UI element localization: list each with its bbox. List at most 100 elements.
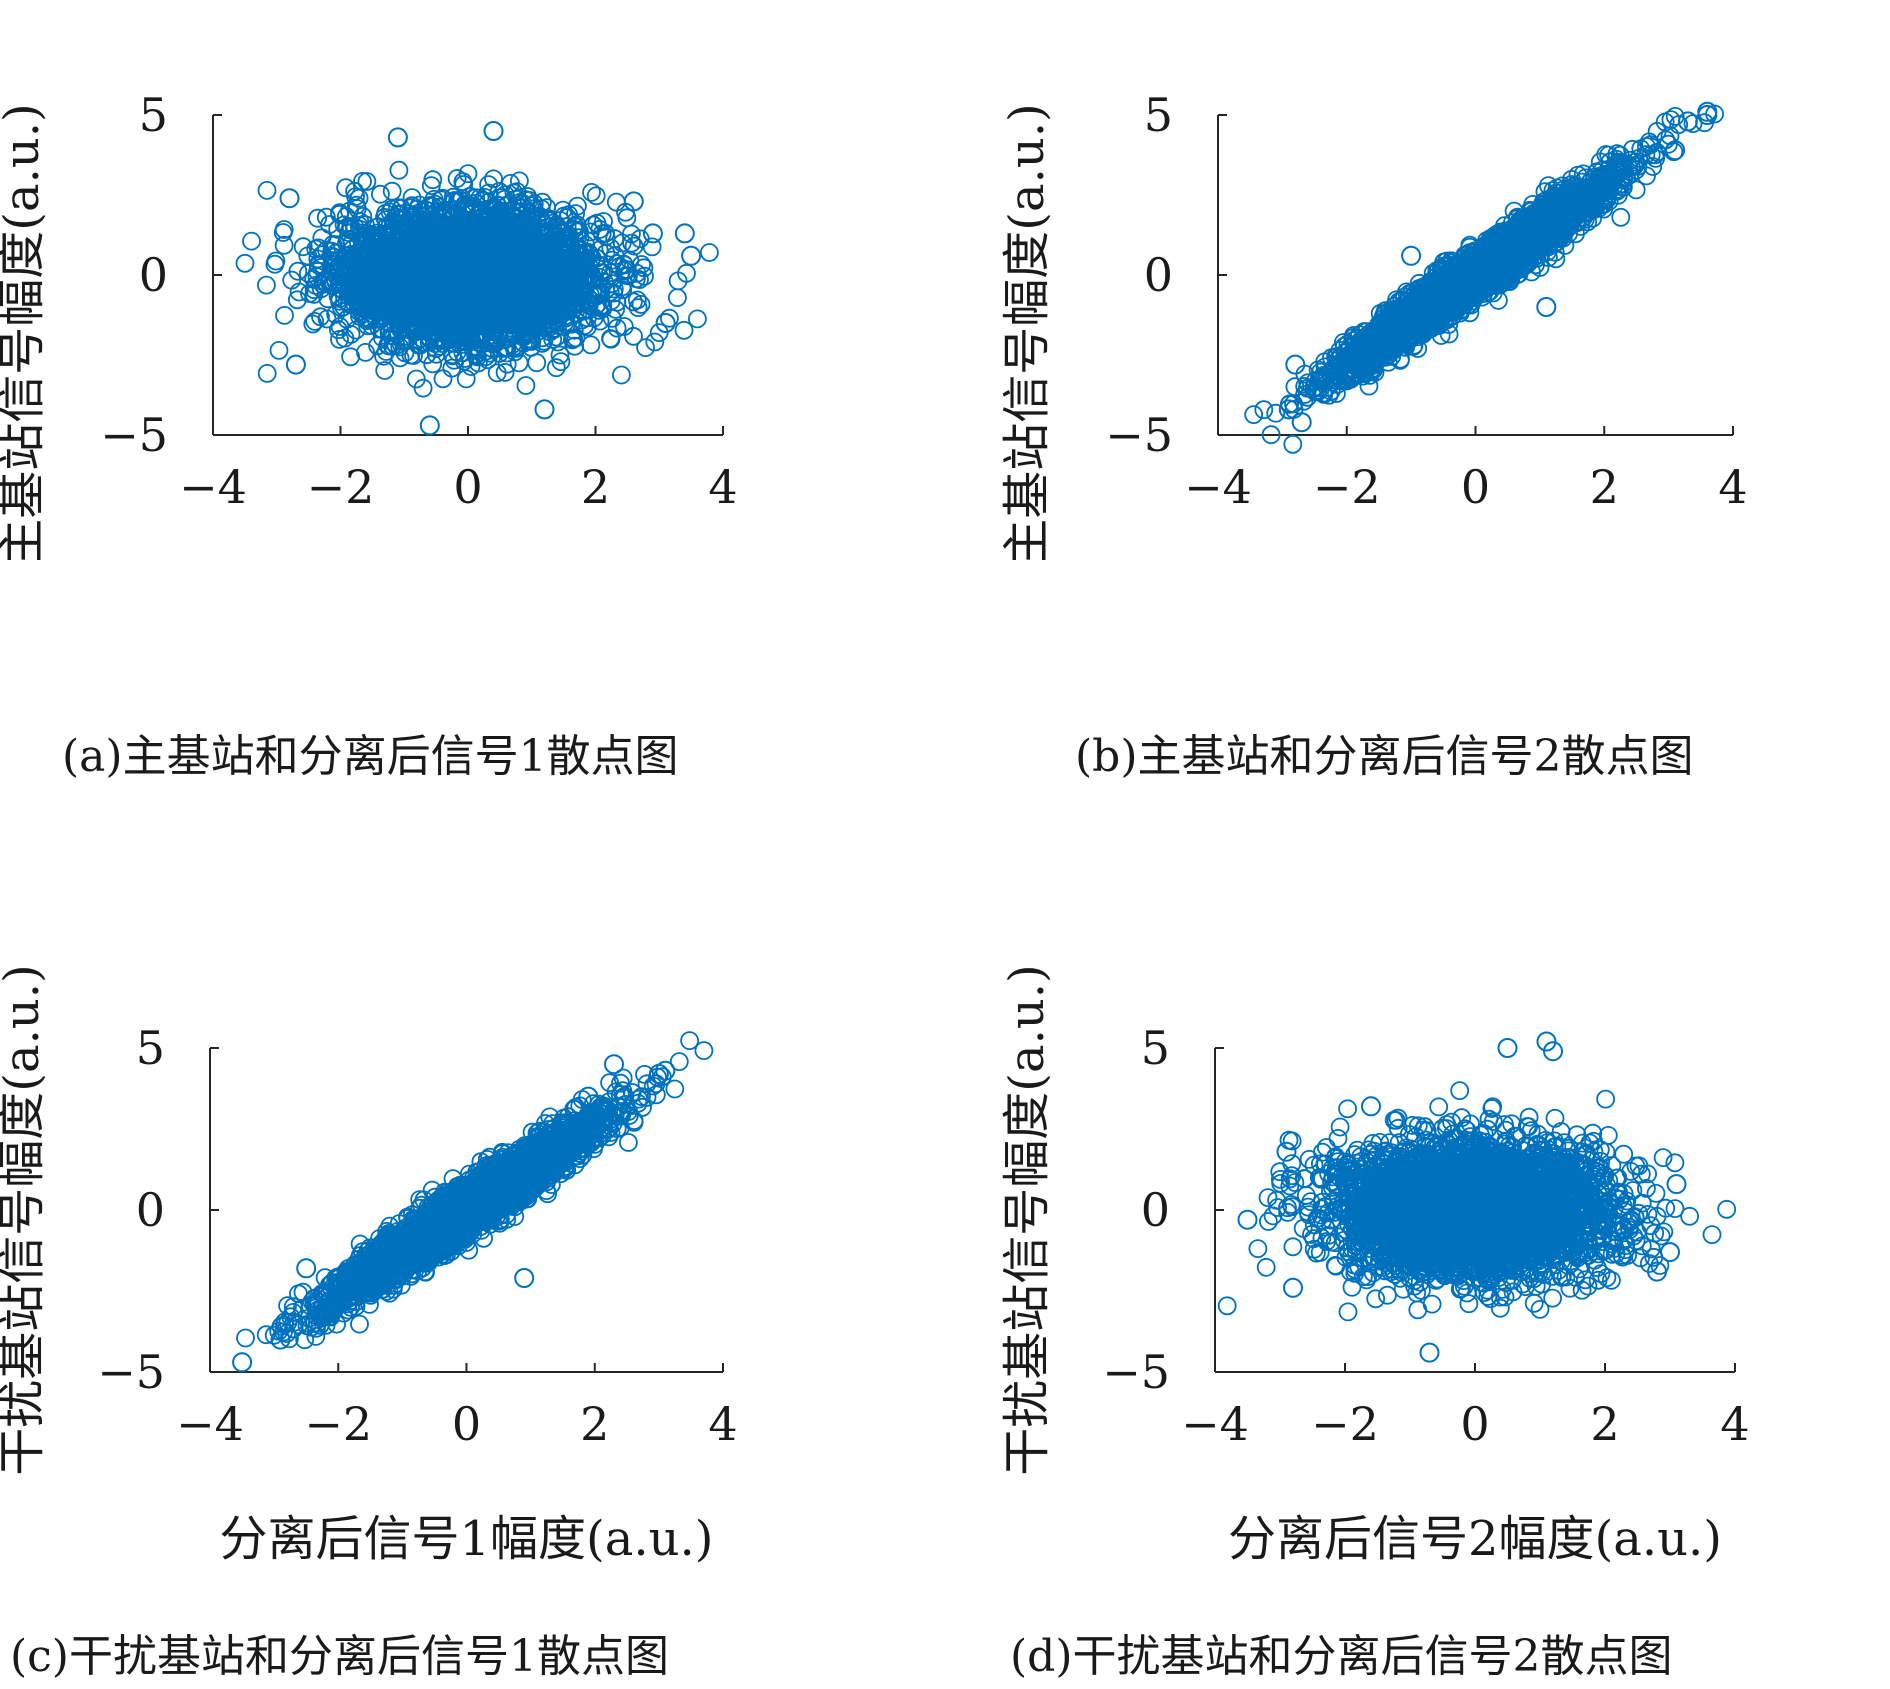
data-point	[455, 232, 475, 252]
data-point-outlier	[279, 188, 300, 209]
data-point	[287, 290, 307, 310]
x-tick-label: 0	[1461, 460, 1490, 514]
data-point	[510, 171, 529, 191]
data-point	[546, 358, 566, 378]
data-point	[416, 253, 436, 273]
x-tick-label: −4	[1184, 460, 1252, 514]
data-point	[447, 342, 467, 362]
data-point	[559, 300, 579, 320]
data-point	[596, 243, 616, 263]
data-point	[242, 231, 261, 251]
data-point	[483, 309, 503, 329]
data-point	[330, 291, 349, 311]
data-point	[516, 376, 536, 395]
data-point	[475, 187, 495, 207]
data-point	[335, 261, 355, 281]
data-point	[330, 329, 349, 349]
x-tick-label: −4	[179, 460, 247, 514]
data-point	[454, 210, 474, 230]
data-point	[428, 236, 448, 256]
data-point	[320, 215, 340, 234]
data-point	[469, 249, 489, 269]
data-point	[544, 270, 564, 290]
data-point	[328, 320, 348, 340]
data-point	[395, 235, 415, 255]
x-tick-label: 0	[453, 460, 482, 514]
data-point	[394, 224, 414, 244]
data-point	[425, 330, 444, 350]
data-point	[380, 282, 400, 302]
data-point	[423, 354, 443, 374]
data-point	[390, 319, 410, 339]
data-point	[590, 311, 610, 331]
data-point	[570, 228, 590, 248]
data-point	[456, 369, 476, 389]
data-point	[612, 277, 632, 297]
data-point	[551, 352, 571, 372]
data-point	[340, 266, 360, 286]
data-point	[533, 192, 552, 212]
data-point	[548, 257, 568, 277]
data-point	[371, 231, 391, 251]
data-point-outlier	[483, 121, 504, 141]
data-point	[476, 218, 496, 238]
data-point	[631, 294, 651, 314]
data-point	[548, 332, 568, 352]
data-point	[275, 305, 294, 325]
data-point	[428, 209, 448, 228]
data-point	[525, 293, 545, 313]
data-point-outlier	[642, 223, 663, 244]
data-point	[577, 291, 597, 311]
data-point	[498, 294, 518, 314]
data-point	[402, 188, 422, 208]
y-axis-label: 主基站信号幅度(a.u.)	[0, 103, 50, 560]
data-point	[579, 269, 599, 289]
data-point-outlier	[681, 245, 702, 266]
data-point	[636, 338, 655, 358]
data-point	[484, 169, 503, 189]
data-point	[476, 347, 496, 367]
data-point	[507, 182, 527, 202]
data-point	[405, 301, 425, 321]
data-point	[308, 208, 328, 228]
data-point	[353, 171, 372, 191]
data-point	[344, 245, 364, 265]
data-point	[269, 340, 289, 360]
data-point	[434, 293, 454, 313]
data-point	[326, 235, 346, 255]
y-tick-label: 0	[139, 248, 168, 302]
data-point	[486, 331, 506, 351]
data-point	[355, 215, 375, 235]
data-point	[274, 220, 294, 239]
data-point	[600, 282, 620, 302]
data-point	[371, 247, 391, 267]
data-point	[510, 192, 530, 212]
data-point	[493, 245, 513, 265]
x-tick-label: 4	[708, 460, 737, 514]
data-point	[550, 301, 570, 321]
data-point	[547, 231, 566, 250]
data-point	[357, 172, 377, 191]
x-tick-label: 4	[1718, 460, 1747, 514]
data-point	[339, 223, 359, 243]
data-point	[362, 315, 381, 335]
data-point	[607, 318, 627, 338]
data-point	[1266, 403, 1286, 423]
data-point	[257, 363, 277, 383]
data-point	[433, 204, 453, 224]
data-point	[379, 323, 399, 343]
data-point	[624, 236, 644, 256]
data-point	[559, 205, 579, 225]
data-point	[583, 215, 603, 235]
data-point	[586, 186, 606, 206]
data-point	[513, 255, 533, 275]
data-point	[634, 258, 654, 278]
data-point	[549, 287, 569, 307]
data-point	[413, 378, 433, 398]
data-point	[660, 308, 679, 328]
data-point	[334, 297, 354, 317]
data-point	[527, 353, 547, 373]
data-point	[456, 311, 476, 331]
